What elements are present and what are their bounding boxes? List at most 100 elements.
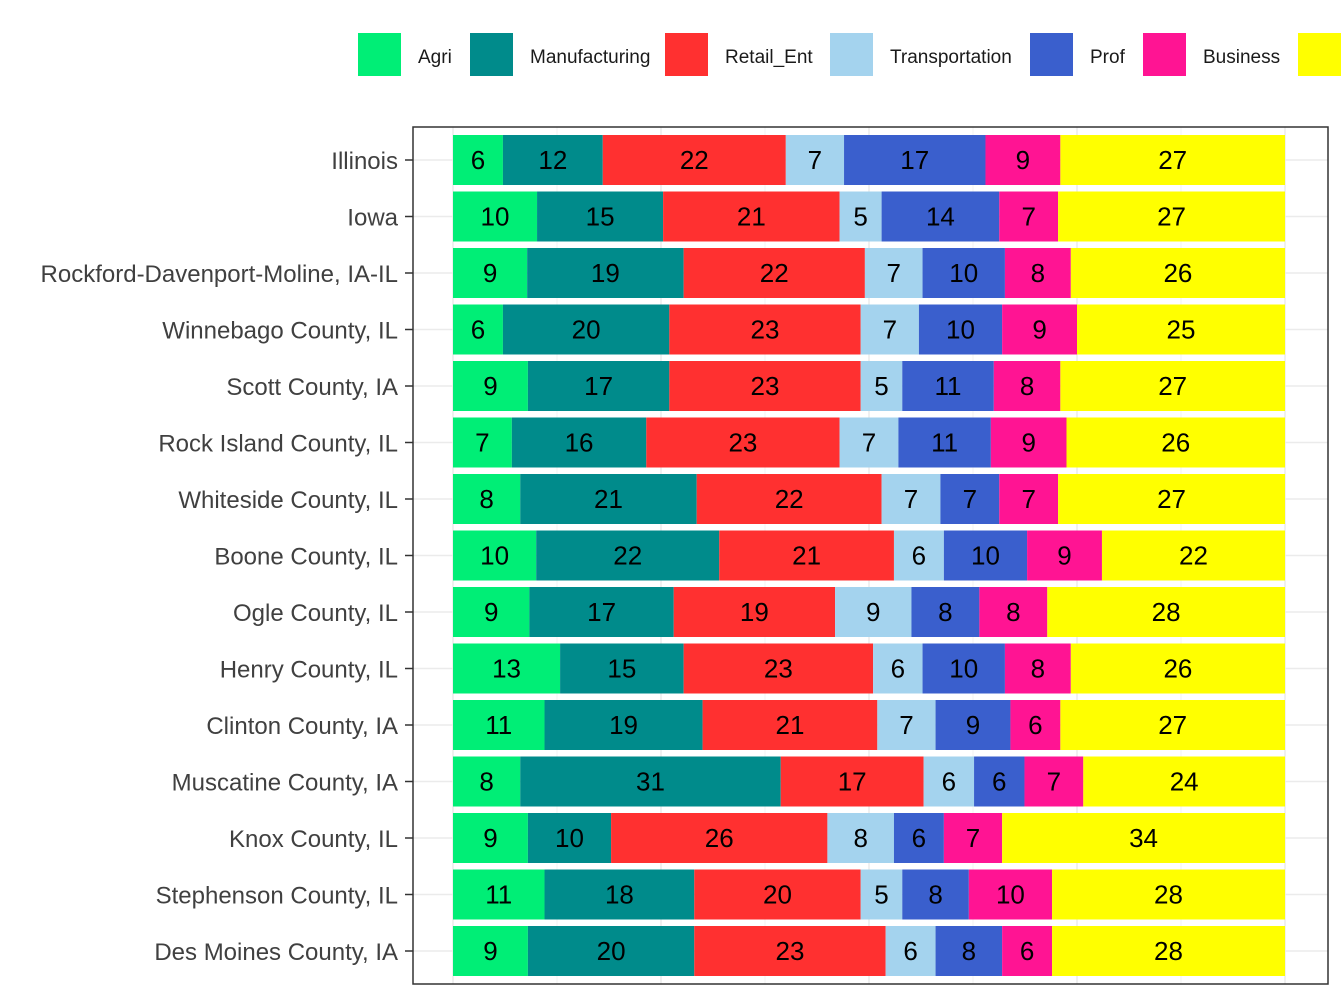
bar-segment-business — [993, 361, 1061, 411]
data-label: 6 — [471, 315, 485, 345]
data-label: 17 — [587, 597, 616, 627]
data-label: 10 — [480, 541, 509, 571]
data-label: 22 — [613, 541, 642, 571]
data-label: 9 — [483, 258, 497, 288]
bar-segment-business — [1004, 643, 1071, 694]
bar-segment-prof — [922, 248, 1005, 298]
bar-segment-other — [1058, 474, 1285, 524]
y-tick-label: Ogle County, IL — [233, 600, 398, 627]
y-tick-label: Scott County, IA — [226, 374, 398, 401]
legend-label: Prof — [1090, 47, 1126, 68]
data-label: 6 — [471, 145, 485, 175]
data-label: 21 — [737, 202, 766, 232]
data-label: 7 — [899, 710, 913, 740]
bar-segment-retail-ent — [646, 417, 840, 468]
y-tick-label: Rock Island County, IL — [158, 431, 398, 458]
data-label: 7 — [883, 315, 897, 345]
bar-segment-manufacturing — [544, 700, 703, 750]
bar-segment-agri — [453, 474, 521, 524]
bar-segment-retail-ent — [780, 756, 924, 807]
data-label: 7 — [808, 145, 822, 175]
data-label: 5 — [874, 371, 888, 401]
data-label: 22 — [775, 484, 804, 514]
data-label: 27 — [1157, 202, 1186, 232]
bar-segment-retail-ent — [611, 813, 828, 863]
bar-row-illinois: 6 12 22 7 17 9 27 — [453, 135, 1285, 185]
data-label: 23 — [751, 371, 780, 401]
data-label: 15 — [607, 654, 636, 684]
bar-segment-agri — [453, 926, 528, 976]
data-label: 20 — [763, 880, 792, 910]
bar-segment-prof — [974, 756, 1025, 807]
bar-segment-business — [990, 417, 1067, 468]
legend-item-other — [1298, 33, 1341, 76]
data-label: 25 — [1167, 315, 1196, 345]
bar-row-ogle-county-il: 9 17 19 9 8 8 28 — [453, 587, 1285, 637]
bar-row-muscatine-county-ia: 8 31 17 6 6 7 24 — [453, 756, 1285, 807]
data-label: 10 — [946, 315, 975, 345]
data-label: 27 — [1158, 710, 1187, 740]
bar-segment-prof — [844, 135, 986, 185]
bar-segment-business — [968, 869, 1053, 920]
bar-segment-manufacturing — [502, 304, 670, 355]
legend-label: Retail_Ent — [725, 47, 813, 68]
bar-segment-manufacturing — [520, 474, 697, 524]
data-label: 8 — [962, 936, 976, 966]
data-label: 7 — [1021, 484, 1035, 514]
bar-segment-business — [1002, 304, 1077, 355]
data-label: 15 — [586, 202, 615, 232]
data-label: 27 — [1157, 484, 1186, 514]
bar-segment-agri — [453, 191, 538, 242]
y-tick-label: Whiteside County, IL — [178, 487, 398, 514]
bar-segment-agri — [453, 417, 512, 468]
bar-segment-transportation — [785, 135, 845, 185]
bar-segment-manufacturing — [536, 530, 720, 581]
bar-segment-retail-ent — [602, 135, 786, 185]
bar-segment-business — [1010, 700, 1061, 750]
legend-item-agri: Agri — [358, 33, 452, 76]
data-label: 8 — [853, 823, 867, 853]
data-label: 10 — [481, 202, 510, 232]
bar-segment-prof — [902, 869, 969, 920]
data-label: 6 — [1028, 710, 1042, 740]
data-label: 6 — [992, 767, 1006, 797]
bar-segment-transportation — [864, 248, 923, 298]
y-tick-label: Knox County, IL — [229, 826, 398, 853]
legend-label: Manufacturing — [530, 47, 650, 68]
bar-segment-transportation — [893, 530, 944, 581]
bar-segment-agri — [453, 304, 503, 355]
data-label: 8 — [928, 880, 942, 910]
legend-key — [665, 33, 708, 76]
data-label: 7 — [963, 484, 977, 514]
bar-segment-transportation — [839, 417, 899, 468]
bar-segment-agri — [453, 869, 545, 920]
bar-segment-other — [1060, 700, 1285, 750]
bar-segment-retail-ent — [673, 587, 836, 637]
data-label: 19 — [740, 597, 769, 627]
bar-segment-other — [1066, 417, 1285, 468]
bar-row-scott-county-ia: 9 17 23 5 11 8 27 — [453, 361, 1285, 411]
bar-row-rock-island-county-il: 7 16 23 7 11 9 26 — [453, 417, 1285, 468]
bar-segment-prof — [940, 474, 1000, 524]
bar-row-stephenson-county-il: 11 18 20 5 8 10 28 — [453, 869, 1285, 920]
bar-segment-transportation — [881, 474, 941, 524]
y-tick-label: Clinton County, IA — [206, 713, 398, 740]
bar-segment-other — [1052, 869, 1285, 920]
data-label: 28 — [1154, 880, 1183, 910]
bar-segment-agri — [453, 361, 528, 411]
data-label: 7 — [966, 823, 980, 853]
data-label: 8 — [1020, 371, 1034, 401]
bar-segment-prof — [881, 191, 1000, 242]
data-label: 6 — [903, 936, 917, 966]
y-tick-label: Muscatine County, IA — [172, 770, 398, 797]
bar-segment-manufacturing — [511, 417, 647, 468]
legend-item-retail-ent: Retail_Ent — [665, 33, 813, 76]
data-label: 8 — [1031, 654, 1045, 684]
data-label: 23 — [751, 315, 780, 345]
data-label: 10 — [555, 823, 584, 853]
bar-segment-agri — [453, 587, 530, 637]
data-label: 10 — [949, 258, 978, 288]
data-label: 7 — [475, 428, 489, 458]
